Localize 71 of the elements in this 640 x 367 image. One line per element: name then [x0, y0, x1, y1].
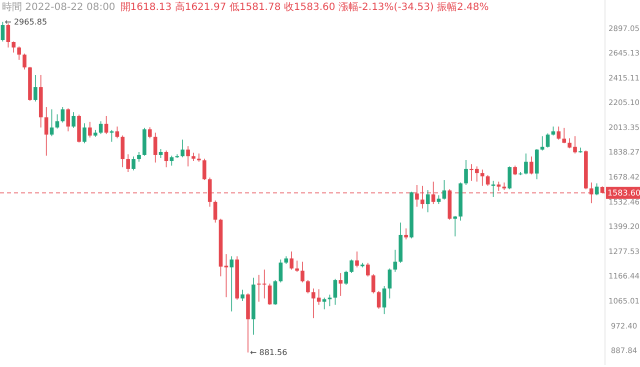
- candlestick: [213, 200, 218, 223]
- candlestick: [88, 121, 92, 138]
- candlestick: [322, 297, 326, 310]
- candlestick: [278, 259, 283, 283]
- candlestick: [328, 294, 332, 307]
- candlestick: [164, 150, 168, 168]
- candlestick: [290, 251, 294, 270]
- candlestick: [344, 270, 348, 286]
- candlestick: [0, 21, 5, 42]
- candlestick: [508, 166, 512, 190]
- candlestick: [197, 153, 201, 162]
- candlestick: [513, 165, 517, 176]
- candlestick: [306, 280, 310, 294]
- candlestick: [524, 153, 528, 175]
- candlestick: [350, 259, 354, 274]
- candlestick: [12, 41, 16, 53]
- candlestick: [404, 228, 408, 240]
- candlestick: [338, 272, 343, 296]
- candlestick: [224, 254, 228, 298]
- annotation: ← 2965.85: [4, 17, 48, 26]
- annotation: ← 881.56: [250, 348, 288, 357]
- candlestick: [366, 262, 370, 277]
- candlestick: [480, 169, 484, 186]
- candlestick: [34, 74, 38, 102]
- candlestick: [355, 251, 359, 268]
- candlestick: [82, 122, 86, 144]
- candlestick: [202, 158, 206, 180]
- candlestick: [534, 148, 539, 180]
- candlestick: [175, 154, 180, 158]
- candlestick: [186, 146, 190, 167]
- candlestick: [17, 46, 21, 60]
- candlestick: [55, 114, 60, 129]
- candlestick: [333, 278, 338, 306]
- candlestick: [44, 106, 48, 156]
- chart-title: 時間 2022-08-22 08:00: [2, 1, 116, 13]
- candlestick: [300, 261, 304, 283]
- candlestick: [426, 190, 430, 213]
- candlestick: [148, 126, 152, 139]
- candlestick: [180, 139, 184, 158]
- candlestick: [137, 152, 141, 162]
- candlestick: [530, 156, 534, 175]
- candlestick: [153, 132, 158, 163]
- candlestick: [376, 290, 381, 310]
- candlestick: [295, 260, 299, 272]
- candlestick: [486, 174, 490, 186]
- candlestick: [453, 216, 458, 237]
- candlestick: [546, 132, 550, 148]
- candlestick: [50, 108, 54, 137]
- candlestick: [594, 182, 599, 196]
- candlestick: [562, 128, 566, 144]
- candlestick: [273, 280, 278, 306]
- candlestick: [393, 249, 398, 272]
- candlestick: [22, 53, 26, 70]
- candlestick: [371, 274, 376, 294]
- candlestick: [120, 135, 125, 168]
- candlestick: [115, 126, 120, 139]
- candlestick: [491, 180, 496, 198]
- candlestick: [170, 155, 174, 166]
- ref-line-label: 1583.60: [607, 188, 640, 198]
- candlestick: [388, 268, 392, 299]
- candlestick: [464, 160, 468, 186]
- candlestick: [6, 22, 10, 48]
- candlestick: [66, 108, 70, 132]
- candlestick: [230, 256, 234, 312]
- candlestick: [72, 112, 76, 128]
- candlestick: [126, 154, 130, 172]
- chart-subtitle: 開1618.13 高1621.97 低1581.78 收1583.60 漲幅-2.13%(-34.53) 振幅2.48%: [120, 1, 489, 13]
- candlestick: [382, 286, 386, 314]
- candlestick: [132, 156, 136, 171]
- candlestick: [240, 289, 244, 302]
- candlestick: [268, 283, 272, 306]
